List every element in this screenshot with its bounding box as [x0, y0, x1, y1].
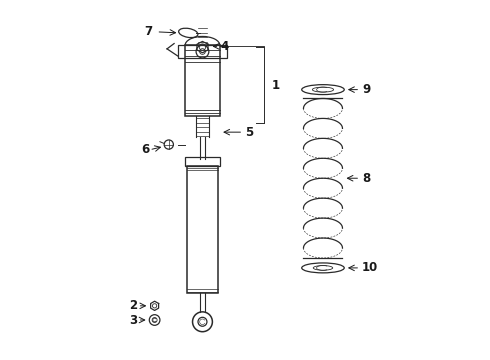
Bar	[178, 45, 227, 58]
Text: 10: 10	[362, 261, 378, 274]
Text: 7: 7	[145, 25, 153, 39]
Bar	[185, 157, 220, 166]
Text: 8: 8	[362, 172, 370, 185]
Bar	[185, 45, 220, 116]
Text: 6: 6	[141, 143, 149, 156]
Bar	[187, 166, 219, 293]
Text: 9: 9	[362, 83, 370, 96]
Text: 4: 4	[220, 40, 228, 53]
Text: 2: 2	[129, 299, 137, 312]
Text: 5: 5	[245, 126, 253, 139]
Text: 1: 1	[271, 79, 280, 92]
Text: 3: 3	[129, 314, 137, 327]
